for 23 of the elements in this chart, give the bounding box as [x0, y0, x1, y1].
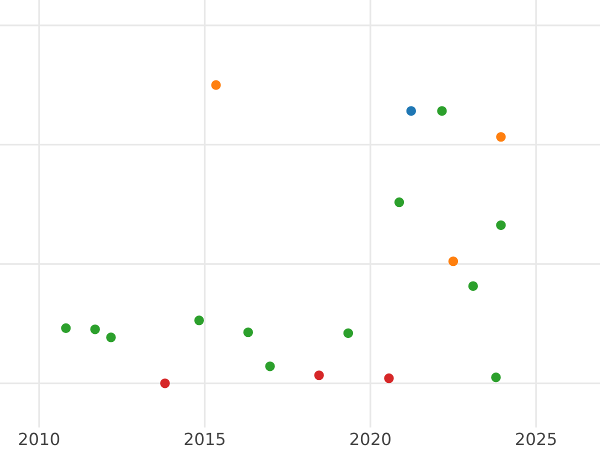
- point: [106, 332, 116, 342]
- point: [61, 323, 71, 334]
- point: [496, 132, 506, 142]
- point: [160, 378, 170, 388]
- x-tick-label: 2020: [350, 432, 391, 446]
- point: [384, 373, 394, 384]
- point: [211, 80, 221, 90]
- point: [496, 220, 506, 230]
- point: [406, 106, 416, 116]
- point: [491, 372, 501, 382]
- point: [265, 361, 275, 372]
- x-tick-label: 2010: [19, 432, 60, 446]
- point: [243, 327, 253, 338]
- point: [448, 256, 458, 266]
- x-tick-label: 2025: [516, 432, 556, 446]
- point: [394, 197, 404, 208]
- point: [314, 370, 324, 380]
- point: [437, 106, 447, 116]
- point: [194, 316, 204, 326]
- point: [343, 328, 354, 338]
- point: [90, 324, 100, 334]
- x-tick-label: 2015: [184, 432, 224, 446]
- point: [468, 281, 478, 291]
